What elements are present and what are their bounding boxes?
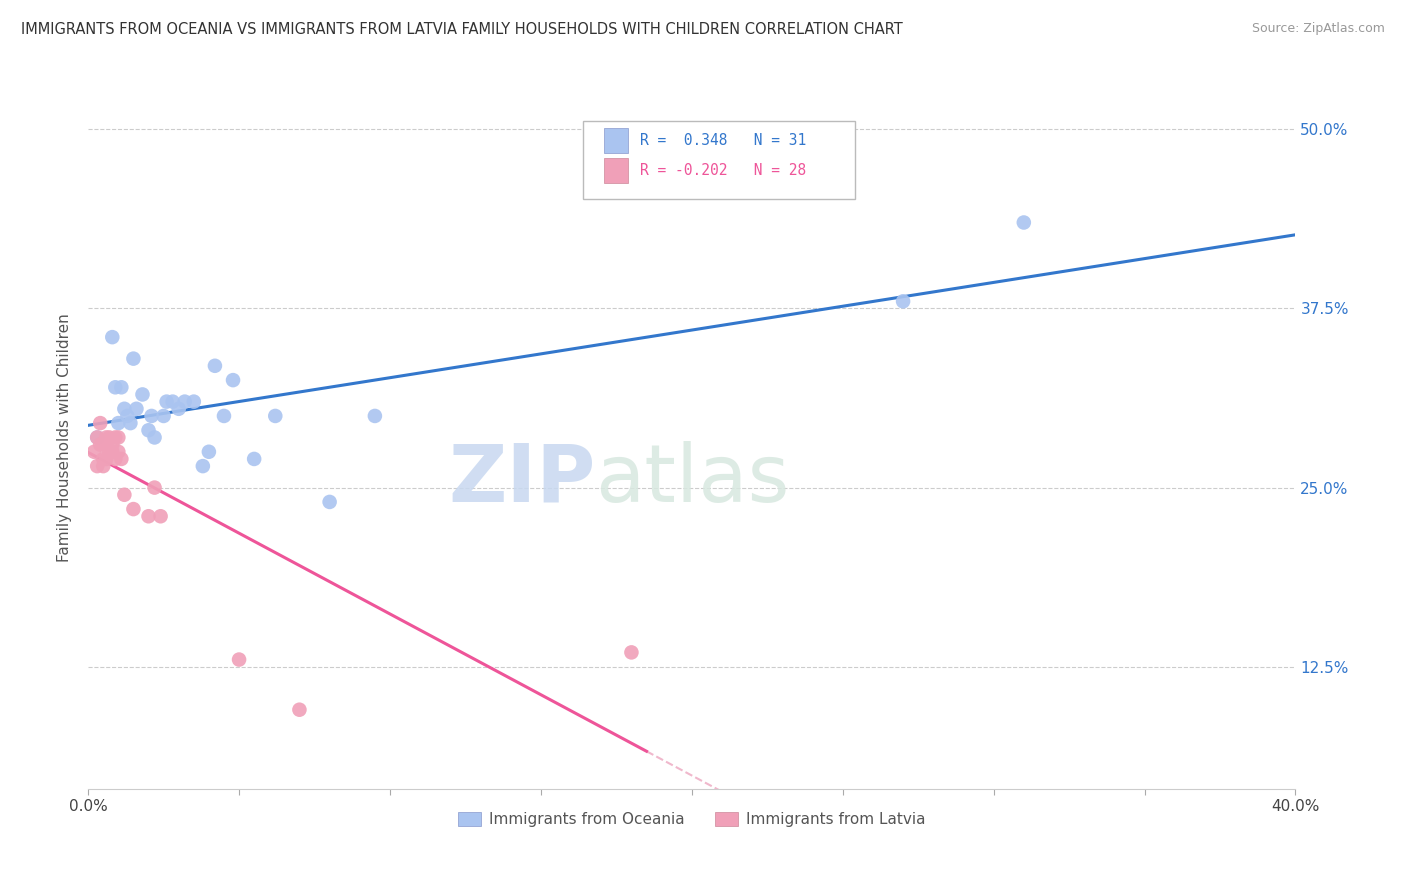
Point — [141, 409, 163, 423]
Point — [104, 430, 127, 444]
Point — [364, 409, 387, 423]
Text: IMMIGRANTS FROM OCEANIA VS IMMIGRANTS FROM LATVIA FAMILY HOUSEHOLDS WITH CHILDRE: IMMIGRANTS FROM OCEANIA VS IMMIGRANTS FR… — [21, 22, 903, 37]
Point — [183, 394, 205, 409]
Point — [1012, 215, 1035, 229]
Point — [91, 452, 114, 467]
Text: R = -0.202   N = 28: R = -0.202 N = 28 — [640, 162, 806, 178]
FancyBboxPatch shape — [583, 121, 855, 199]
Legend: Immigrants from Oceania, Immigrants from Latvia: Immigrants from Oceania, Immigrants from… — [453, 806, 931, 833]
Point — [162, 394, 184, 409]
Point — [243, 452, 266, 467]
Point — [96, 430, 118, 444]
Point — [122, 351, 145, 366]
Point — [101, 330, 124, 344]
Point — [122, 502, 145, 516]
Point — [117, 409, 139, 423]
Point — [131, 387, 153, 401]
Point — [198, 444, 221, 458]
Point — [83, 444, 105, 458]
Point — [110, 380, 132, 394]
Point — [107, 430, 129, 444]
Point — [110, 452, 132, 467]
Point — [112, 401, 135, 416]
Text: R =  0.348   N = 31: R = 0.348 N = 31 — [640, 133, 806, 148]
Y-axis label: Family Households with Children: Family Households with Children — [58, 313, 72, 562]
Point — [101, 444, 124, 458]
FancyBboxPatch shape — [603, 128, 628, 153]
Point — [138, 423, 160, 437]
Point — [101, 437, 124, 451]
Text: atlas: atlas — [595, 441, 790, 518]
Point — [91, 437, 114, 451]
Point — [204, 359, 226, 373]
Point — [152, 409, 174, 423]
Point — [167, 401, 190, 416]
Point — [104, 452, 127, 467]
Point — [91, 459, 114, 474]
Point — [212, 409, 235, 423]
Point — [222, 373, 245, 387]
Text: Source: ZipAtlas.com: Source: ZipAtlas.com — [1251, 22, 1385, 36]
Point — [891, 294, 914, 309]
Point — [86, 430, 108, 444]
Point — [86, 459, 108, 474]
Point — [96, 437, 118, 451]
FancyBboxPatch shape — [603, 158, 628, 183]
Point — [107, 416, 129, 430]
Point — [173, 394, 195, 409]
Point — [143, 430, 166, 444]
Point — [96, 452, 118, 467]
Point — [125, 401, 148, 416]
Point — [228, 652, 250, 666]
Point — [98, 430, 121, 444]
Point — [89, 416, 111, 430]
Point — [112, 488, 135, 502]
Text: ZIP: ZIP — [449, 441, 595, 518]
Point — [138, 509, 160, 524]
Point — [264, 409, 287, 423]
Point — [156, 394, 179, 409]
Point — [89, 437, 111, 451]
Point — [318, 495, 340, 509]
Point — [120, 416, 142, 430]
Point — [191, 459, 214, 474]
Point — [149, 509, 172, 524]
Point — [98, 444, 121, 458]
Point — [107, 444, 129, 458]
Point — [143, 481, 166, 495]
Point — [288, 703, 311, 717]
Point — [86, 430, 108, 444]
Point — [620, 645, 643, 659]
Point — [104, 380, 127, 394]
